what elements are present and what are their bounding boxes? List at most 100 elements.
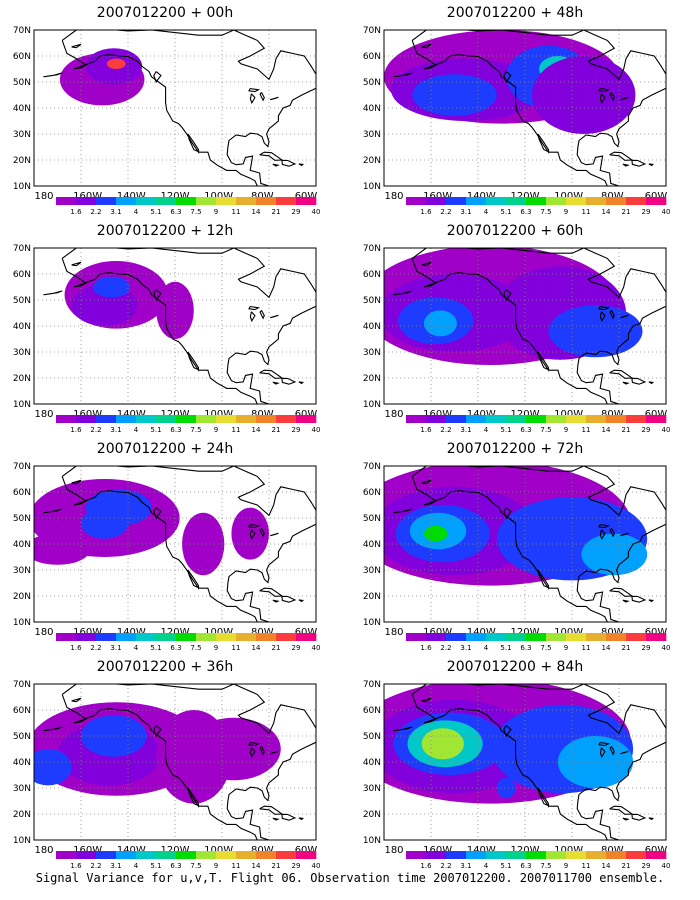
lat-label: 20N — [363, 156, 381, 166]
colorbar-swatch — [156, 415, 177, 423]
lon-label: 80W — [251, 845, 274, 856]
colorbar-swatch — [646, 197, 667, 205]
variance-map: 180 160W 140W 120W 100W 80W 60W 10N 20N 30N 40N 50N… — [363, 680, 671, 870]
lon-label: 140W — [117, 191, 146, 202]
colorbar-swatch — [566, 633, 587, 641]
lat-label: 30N — [13, 566, 31, 576]
coastline — [393, 30, 666, 186]
map-panel: 2007012200 + 72h 180 160W 140W 120W 100W 80W 60… — [350, 436, 680, 654]
colorbar-label: 11 — [582, 862, 591, 870]
lon-label: 160W — [73, 627, 102, 638]
lon-label: 180 — [34, 409, 53, 420]
colorbar-swatch — [96, 633, 117, 641]
lon-label: 100W — [554, 627, 583, 638]
colorbar-swatch — [626, 633, 647, 641]
lon-label: 100W — [204, 191, 233, 202]
lon-label: 180 — [34, 845, 53, 856]
lon-label: 180 — [34, 191, 53, 202]
lon-label: 120W — [511, 845, 540, 856]
map-panel: 2007012200 + 00h 180 160W 140W 120W 100W 80W 60… — [0, 0, 330, 218]
colorbar-label: 14 — [602, 862, 611, 870]
lon-label: 120W — [161, 191, 190, 202]
colorbar-swatch — [506, 197, 527, 205]
colorbar-label: 5.1 — [500, 208, 511, 216]
lat-label: 70N — [363, 680, 381, 690]
colorbar-swatch — [586, 197, 607, 205]
lon-label: 180 — [384, 627, 403, 638]
colorbar-label: 1.6 — [70, 426, 82, 434]
lat-label: 50N — [363, 732, 381, 742]
lat-label: 30N — [363, 784, 381, 794]
lat-label: 50N — [13, 78, 31, 88]
colorbar-swatch — [96, 197, 117, 205]
variance-map: 180 160W 140W 120W 100W 80W 60W 10N 20N 30N 40N 50N… — [363, 244, 671, 434]
colorbar-label: 9 — [564, 208, 568, 216]
colorbar-label: 7.5 — [190, 208, 201, 216]
lat-label: 20N — [363, 592, 381, 602]
colorbar-label: 40 — [662, 208, 671, 216]
lat-label: 70N — [13, 462, 31, 472]
colorbar-swatch — [486, 415, 507, 423]
colorbar-swatch — [486, 197, 507, 205]
colorbar-label: 14 — [602, 208, 611, 216]
colorbar-swatch — [606, 633, 627, 641]
lat-label: 40N — [13, 758, 31, 768]
lon-label: 80W — [251, 409, 274, 420]
colorbar-label: 2.2 — [440, 426, 451, 434]
colorbar-swatch — [586, 415, 607, 423]
colorbar-swatch — [626, 415, 647, 423]
colorbar-swatch — [446, 851, 467, 859]
colorbar-swatch — [136, 197, 157, 205]
panel-title: 2007012200 + 48h — [446, 5, 584, 21]
colorbar-swatch — [76, 197, 97, 205]
colorbar-swatch — [466, 415, 487, 423]
colorbar-label: 7.5 — [540, 862, 551, 870]
colorbar-swatch — [256, 851, 277, 859]
colorbar-label: 21 — [272, 208, 281, 216]
colorbar-label: 29 — [292, 208, 301, 216]
variance-region — [81, 715, 147, 757]
variance-region — [156, 281, 194, 339]
lon-label: 140W — [467, 191, 496, 202]
variance-region — [421, 728, 464, 760]
colorbar-swatch — [136, 633, 157, 641]
variance-map: 180 160W 140W 120W 100W 80W 60W 10N 20N 30N 40N 50N… — [13, 244, 321, 434]
colorbar-label: 3.1 — [110, 208, 121, 216]
lat-label: 20N — [13, 810, 31, 820]
lat-label: 70N — [363, 462, 381, 472]
lon-label: 180 — [384, 845, 403, 856]
lon-label: 80W — [251, 627, 274, 638]
variance-region — [423, 525, 448, 542]
lon-label: 120W — [511, 409, 540, 420]
lon-label: 60W — [645, 845, 668, 856]
lon-label: 160W — [73, 845, 102, 856]
lat-label: 60N — [13, 270, 31, 280]
colorbar-swatch — [196, 851, 217, 859]
lat-label: 10N — [13, 182, 31, 192]
colorbar-label: 1.6 — [70, 208, 82, 216]
colorbar-swatch — [216, 851, 237, 859]
variance-region — [92, 276, 131, 298]
colorbar-label: 29 — [292, 644, 301, 652]
colorbar-swatch — [646, 415, 667, 423]
lat-label: 40N — [13, 104, 31, 114]
lat-label: 30N — [13, 348, 31, 358]
lat-label: 70N — [13, 680, 31, 690]
panel-title: 2007012200 + 36h — [96, 659, 234, 675]
lat-label: 60N — [13, 706, 31, 716]
colorbar-label: 7.5 — [540, 426, 551, 434]
lat-label: 60N — [363, 270, 381, 280]
colorbar-label: 3.1 — [110, 862, 121, 870]
variance-region — [186, 717, 281, 781]
colorbar-label: 4 — [484, 426, 489, 434]
figure-caption: Signal Variance for u,v,T. Flight 06. Ob… — [35, 871, 665, 885]
colorbar-label: 5.1 — [150, 862, 161, 870]
colorbar-swatch — [56, 197, 77, 205]
lat-label: 20N — [13, 592, 31, 602]
colorbar-swatch — [406, 633, 427, 641]
colorbar-label: 1.6 — [420, 644, 432, 652]
colorbar-swatch — [526, 851, 547, 859]
lon-label: 80W — [601, 191, 624, 202]
panel-title: 2007012200 + 60h — [446, 223, 584, 239]
lon-label: 140W — [117, 845, 146, 856]
